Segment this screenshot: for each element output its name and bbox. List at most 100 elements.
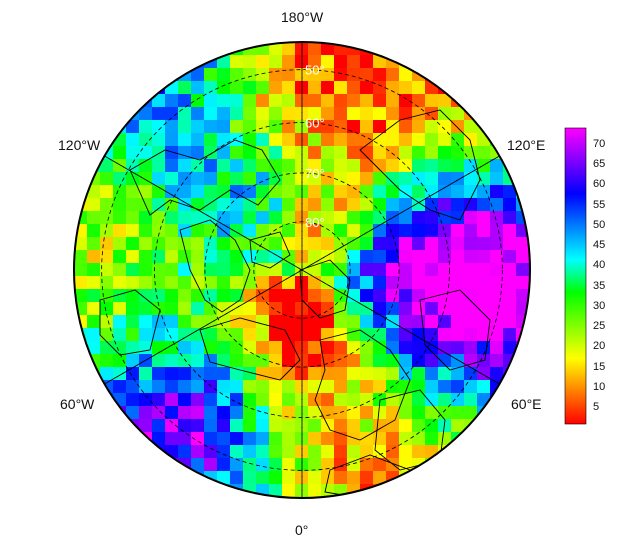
field-cell bbox=[204, 107, 218, 121]
field-cell bbox=[217, 302, 231, 316]
field-cell bbox=[464, 172, 478, 186]
field-cell bbox=[412, 224, 426, 238]
field-cell bbox=[204, 458, 218, 472]
field-cell bbox=[451, 211, 465, 225]
field-cell bbox=[256, 185, 270, 199]
field-cell bbox=[256, 107, 270, 121]
colorbar-tick-45: 45 bbox=[593, 239, 606, 252]
field-cell bbox=[490, 250, 504, 264]
field-cell bbox=[295, 42, 309, 43]
lon-label-120w: 120°W bbox=[58, 137, 101, 153]
field-cell bbox=[269, 198, 283, 212]
field-cell bbox=[113, 419, 127, 433]
field-cell bbox=[217, 354, 231, 368]
field-cell bbox=[321, 211, 335, 225]
field-cell bbox=[126, 133, 140, 147]
field-cell bbox=[373, 211, 387, 225]
field-cell bbox=[282, 55, 296, 69]
field-cell bbox=[386, 263, 400, 277]
colorbar-tick-50: 50 bbox=[593, 218, 606, 231]
field-cell bbox=[503, 263, 517, 277]
field-cell bbox=[477, 341, 491, 355]
field-cell bbox=[204, 484, 218, 498]
field-cell bbox=[139, 146, 153, 160]
field-cell bbox=[217, 445, 231, 459]
field-cell bbox=[152, 94, 166, 108]
field-cell bbox=[308, 354, 322, 368]
field-cell bbox=[217, 94, 231, 108]
field-cell bbox=[438, 224, 452, 238]
field-cell bbox=[282, 146, 296, 160]
field-cell bbox=[152, 276, 166, 290]
field-cell bbox=[165, 133, 179, 147]
field-cell bbox=[256, 315, 270, 329]
field-cell bbox=[399, 133, 413, 147]
field-cell bbox=[126, 198, 140, 212]
field-cell bbox=[243, 133, 257, 147]
field-cell bbox=[152, 133, 166, 147]
field-cell bbox=[139, 406, 153, 420]
field-cell bbox=[399, 185, 413, 199]
field-cell bbox=[256, 42, 270, 43]
field-cell bbox=[217, 146, 231, 160]
field-cell bbox=[308, 159, 322, 173]
colorbar-tick-35: 35 bbox=[593, 279, 606, 292]
field-cell bbox=[178, 94, 192, 108]
field-cell bbox=[126, 276, 140, 290]
field-cell bbox=[399, 120, 413, 134]
field-cell bbox=[308, 94, 322, 108]
field-cell bbox=[100, 211, 114, 225]
field-cell bbox=[139, 289, 153, 303]
field-cell bbox=[438, 328, 452, 342]
field-cell bbox=[282, 94, 296, 108]
field-cell bbox=[100, 237, 114, 251]
field-cell bbox=[100, 328, 114, 342]
field-cell bbox=[464, 302, 478, 316]
field-cell bbox=[334, 211, 348, 225]
field-cell bbox=[425, 133, 439, 147]
field-cell bbox=[165, 172, 179, 186]
field-cell bbox=[308, 341, 322, 355]
field-cell bbox=[308, 55, 322, 69]
field-cell bbox=[74, 224, 75, 238]
field-cell bbox=[243, 198, 257, 212]
field-cell bbox=[282, 172, 296, 186]
field-cell bbox=[308, 315, 322, 329]
field-cell bbox=[399, 263, 413, 277]
field-cell bbox=[230, 458, 244, 472]
field-cell bbox=[399, 146, 413, 160]
field-cell bbox=[347, 315, 361, 329]
field-cell bbox=[451, 250, 465, 264]
field-cell bbox=[126, 237, 140, 251]
field-cell bbox=[412, 198, 426, 212]
field-cell bbox=[269, 380, 283, 394]
field-cell bbox=[256, 120, 270, 134]
field-cell bbox=[243, 81, 257, 95]
field-cell bbox=[204, 328, 218, 342]
field-cell bbox=[477, 250, 491, 264]
field-cell bbox=[256, 94, 270, 108]
field-cell bbox=[321, 146, 335, 160]
field-cell bbox=[139, 211, 153, 225]
field-cell bbox=[347, 42, 361, 43]
field-cell bbox=[438, 94, 452, 108]
field-cell bbox=[113, 172, 127, 186]
field-cell bbox=[347, 328, 361, 342]
field-cell bbox=[438, 146, 452, 160]
field-cell bbox=[152, 211, 166, 225]
field-cell bbox=[529, 302, 530, 316]
field-cell bbox=[360, 94, 374, 108]
field-cell bbox=[451, 263, 465, 277]
field-cell bbox=[373, 159, 387, 173]
field-cell bbox=[243, 185, 257, 199]
field-cell bbox=[321, 263, 335, 277]
field-cell bbox=[230, 81, 244, 95]
field-cell bbox=[464, 211, 478, 225]
field-cell bbox=[87, 380, 101, 394]
field-cell bbox=[269, 81, 283, 95]
field-cell bbox=[321, 367, 335, 381]
field-cell bbox=[503, 341, 517, 355]
field-cell bbox=[451, 237, 465, 251]
field-cell bbox=[308, 419, 322, 433]
field-cell bbox=[217, 237, 231, 251]
